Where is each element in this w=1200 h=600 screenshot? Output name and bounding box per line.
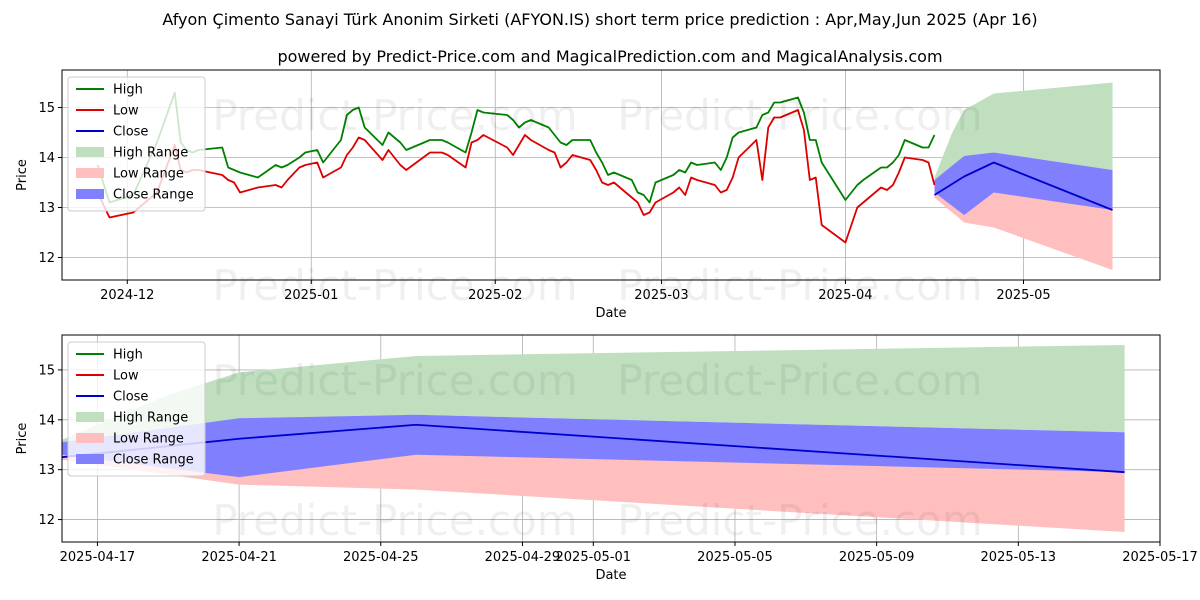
legend: High Low Close High Range Low Range Close Ran… — [67, 341, 206, 477]
legend-label-high-range: High Range — [113, 146, 188, 161]
x-tick-label: 2025-05-01 — [556, 550, 632, 565]
y-axis-label: Price — [15, 423, 30, 455]
chart-subtitle: powered by Predict-Price.com and Magical… — [277, 47, 942, 66]
watermark-text: Predict-Price.com — [212, 91, 577, 140]
y-tick-label: 12 — [38, 251, 55, 266]
x-tick-label: 2025-04-25 — [343, 550, 419, 565]
watermark-text: Predict-Price.com — [212, 261, 577, 310]
legend: High Low Close High Range Low Range Close Ran… — [67, 76, 206, 212]
x-tick-label: 2025-01 — [284, 288, 338, 303]
x-tick-label: 2024-12 — [100, 288, 154, 303]
plot-frame — [61, 69, 1161, 281]
legend-label-low: Low — [113, 104, 139, 119]
legend-swatch-close-range — [76, 454, 104, 464]
legend-label-low: Low — [113, 369, 139, 384]
y-tick-label: 14 — [38, 151, 55, 166]
chart-title: Afyon Çimento Sanayi Türk Anonim Sirketi… — [162, 10, 1037, 29]
legend-swatch-close-range — [76, 189, 104, 199]
history-panel: Predict-Price.com Predict-Price.com Predic… — [15, 69, 1161, 321]
legend-label-high-range: High Range — [113, 411, 188, 426]
x-tick-label: 2025-04 — [818, 288, 872, 303]
watermark-text: Predict-Price.com — [617, 356, 982, 405]
legend-label-low-range: Low Range — [113, 432, 184, 447]
close-range-band — [62, 414, 1125, 478]
watermark-text: Predict-Price.com — [617, 91, 982, 140]
legend-label-close-range: Close Range — [113, 453, 194, 468]
x-tick-label: 2025-02 — [468, 288, 522, 303]
plot-frame — [61, 334, 1161, 543]
legend-label-low-range: Low Range — [113, 167, 184, 182]
x-axis-label: Date — [595, 568, 626, 583]
x-tick-label: 2025-05-05 — [697, 550, 773, 565]
legend-label-close: Close — [113, 125, 148, 140]
x-tick-label: 2025-05-09 — [839, 550, 915, 565]
low-series-line — [96, 109, 936, 244]
x-tick-label: 2025-04-17 — [60, 550, 136, 565]
close-range-band — [934, 152, 1113, 215]
y-tick-label: 14 — [38, 413, 55, 428]
x-tick-label: 2025-03 — [634, 288, 688, 303]
y-axis-label: Price — [15, 159, 30, 191]
y-tick-label: 13 — [38, 463, 55, 478]
x-tick-label: 2025-04-29 — [485, 550, 561, 565]
watermark-text: Predict-Price.com — [617, 261, 982, 310]
high-range-band — [934, 82, 1113, 185]
legend-swatch-high-range — [76, 412, 104, 422]
legend-label-close-range: Close Range — [113, 188, 194, 203]
watermark-text: Predict-Price.com — [212, 496, 577, 545]
x-tick-label: 2025-05 — [996, 288, 1050, 303]
forecast-panel: Predict-Price.com Predict-Price.com Predic… — [15, 334, 1198, 583]
x-axis-label: Date — [595, 306, 626, 321]
low-range-band — [62, 453, 1125, 533]
high-series-line — [96, 91, 936, 204]
legend-swatch-low-range — [76, 433, 104, 443]
x-tick-label: 2025-04-21 — [201, 550, 277, 565]
legend-swatch-high-range — [76, 147, 104, 157]
y-tick-label: 12 — [38, 513, 55, 528]
low-range-band — [934, 191, 1113, 270]
high-range-band — [62, 344, 1125, 448]
y-tick-label: 15 — [38, 101, 55, 116]
watermark-text: Predict-Price.com — [617, 496, 982, 545]
x-tick-label: 2025-05-13 — [981, 550, 1057, 565]
y-tick-label: 13 — [38, 201, 55, 216]
watermark-text: Predict-Price.com — [212, 356, 577, 405]
close-series-line — [933, 161, 1113, 211]
legend-swatch-low-range — [76, 168, 104, 178]
y-tick-label: 15 — [38, 363, 55, 378]
legend-label-high: High — [113, 348, 143, 363]
legend-label-close: Close — [113, 390, 148, 405]
x-tick-label: 2025-05-17 — [1122, 550, 1198, 565]
legend-label-high: High — [113, 83, 143, 98]
